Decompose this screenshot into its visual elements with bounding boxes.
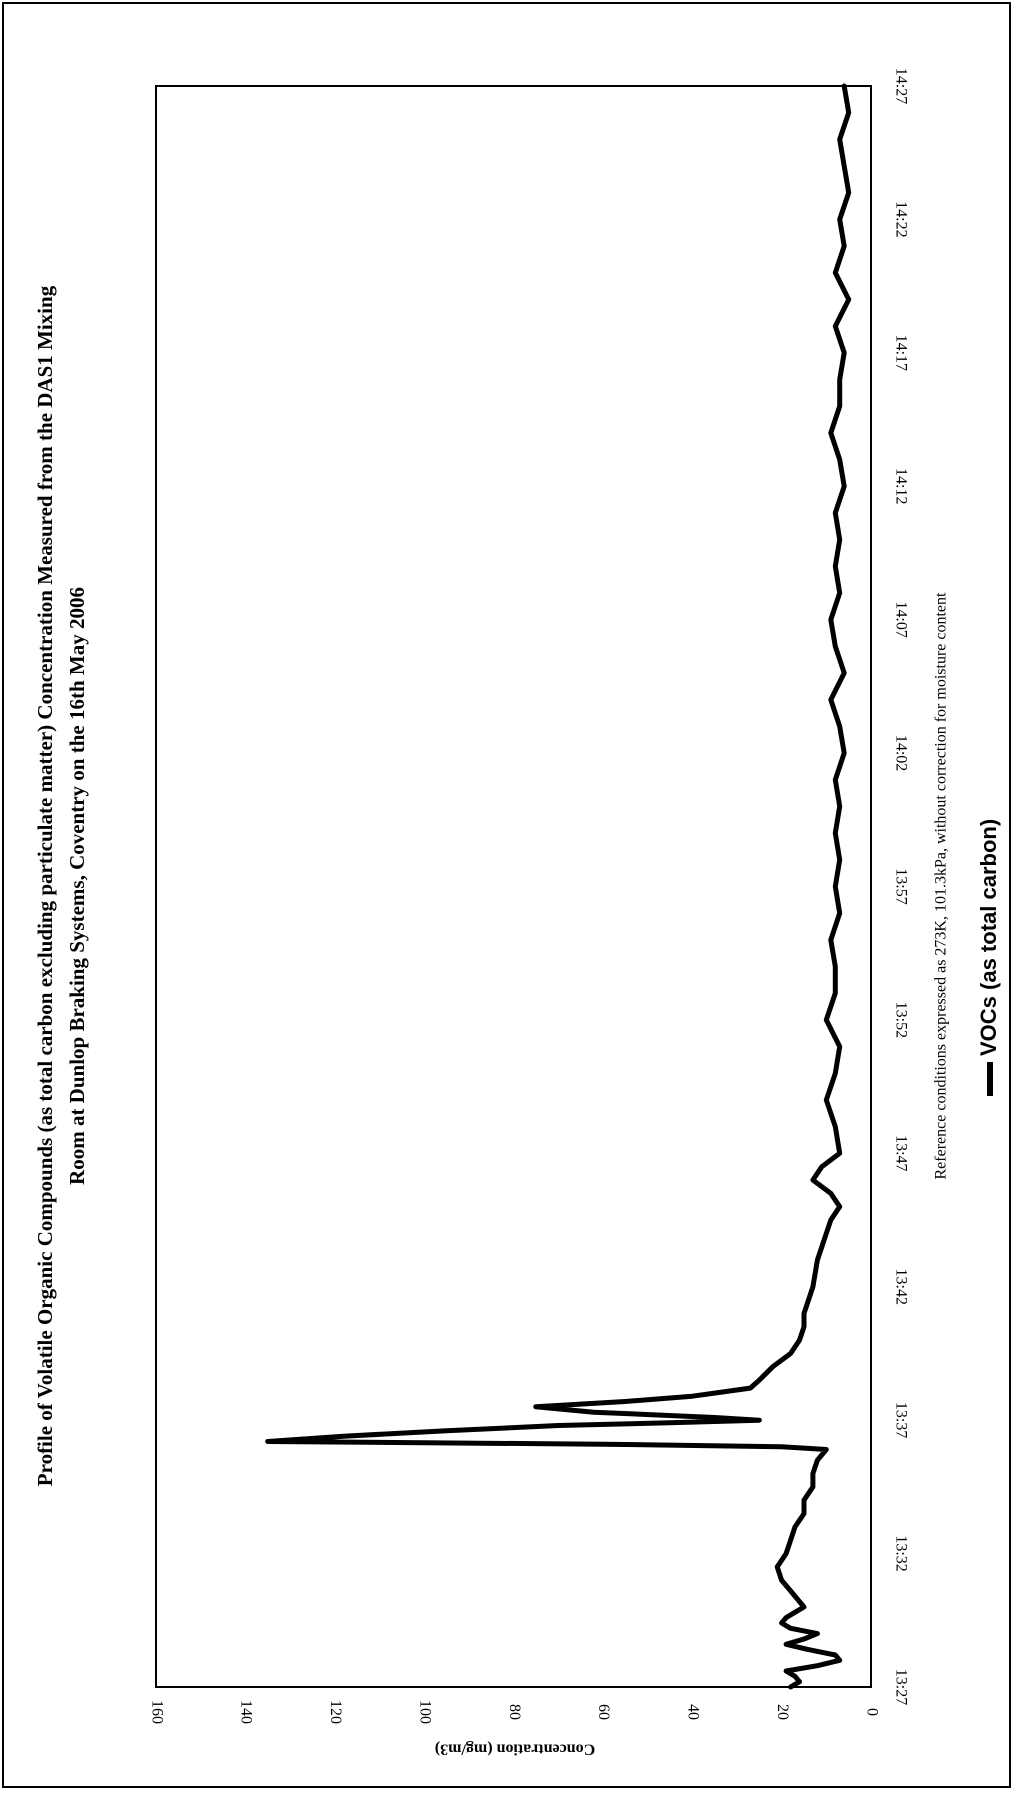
series-line-vocs [265,83,852,1690]
x-tick-label: 14:02 [892,735,909,771]
y-tick-label: 40 [685,1704,702,1720]
chart-title: Profile of Volatile Organic Compounds (a… [33,285,89,1486]
x-tick-label: 13:42 [892,1269,909,1305]
y-tick-label: 80 [506,1704,523,1720]
y-tick-label: 140 [238,1700,255,1724]
x-tick-label: 13:37 [892,1402,909,1438]
x-tick-label: 13:47 [892,1135,909,1171]
legend-label-vocs: VOCs (as total carbon) [976,819,1001,1056]
x-tick-label: 13:32 [892,1535,909,1571]
x-tick-label: 13:27 [892,1669,909,1705]
y-tick-label: 60 [595,1704,612,1720]
legend: VOCs (as total carbon) [976,819,1001,1096]
reference-note: Reference conditions expressed as 273K, … [933,592,950,1180]
y-tick-labels: 0 20 40 60 80 100 120 140 160 [148,1700,880,1724]
x-tick-label: 13:57 [892,868,909,904]
chart-title-line: Room at Dunlop Braking Systems, Coventry… [65,587,89,1185]
x-tick-label: 14:27 [892,68,909,104]
y-tick-label: 160 [148,1700,165,1724]
y-tick-label: 20 [774,1704,791,1720]
x-tick-label: 14:22 [892,201,909,237]
x-tick-labels: 13:27 13:32 13:37 13:42 13:47 13:52 13:57 14:02… [892,68,909,1705]
x-tick-label: 14:07 [892,601,909,637]
x-tick-label: 14:12 [892,468,909,504]
y-tick-label: 100 [416,1700,433,1724]
chart-title-line: Profile of Volatile Organic Compounds (a… [33,285,57,1486]
y-axis-label-text: Concentration (mg/m3) [435,1740,595,1757]
x-tick-label: 13:52 [892,1002,909,1038]
y-axis-label: Concentration (mg/m3) [435,1740,595,1757]
y-tick-label: 0 [863,1708,880,1716]
x-tick-label: 14:17 [892,335,909,371]
reference-note-text: Reference conditions expressed as 273K, … [933,592,950,1180]
y-tick-label: 120 [327,1700,344,1724]
plot-area [155,85,872,1688]
